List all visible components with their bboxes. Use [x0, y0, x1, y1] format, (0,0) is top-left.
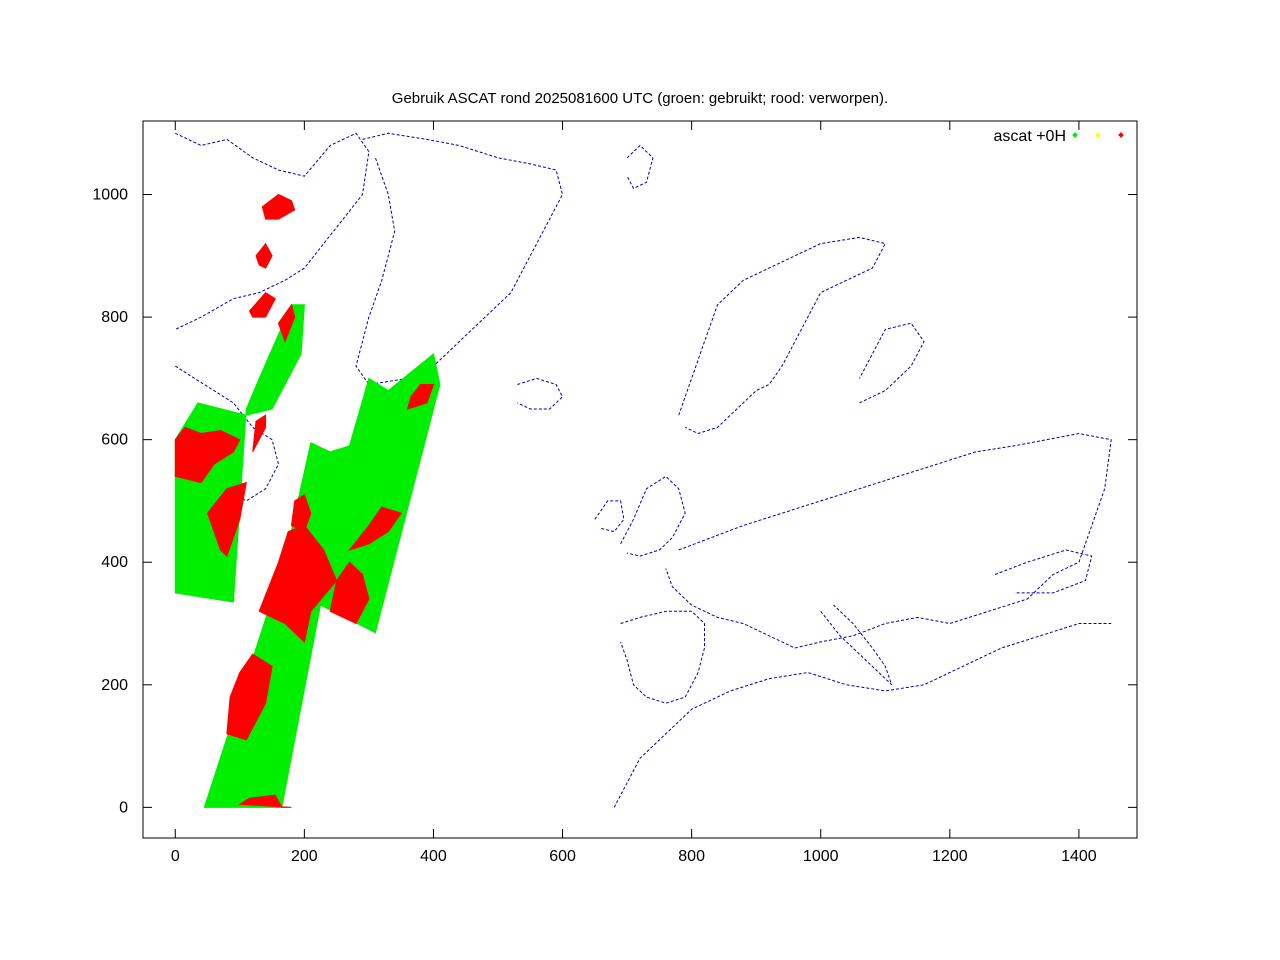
x-tick-label-400: 400: [420, 848, 447, 865]
swath-nw-islands-rejected-1: [255, 242, 273, 269]
swath-west-rejected-1: [206, 481, 247, 557]
legend-marker-1: [1095, 132, 1101, 138]
coastline-layer: [174, 132, 1112, 808]
chart-title: Gebruik ASCAT rond 2025081600 UTC (groen…: [392, 90, 888, 107]
plot-frame: [142, 120, 1138, 839]
x-tick-label-0: 0: [171, 848, 180, 865]
swath-nw-islands-rejected-0: [261, 193, 296, 220]
coastline-black-sea: [994, 549, 1093, 594]
legend-marker-0: [1072, 132, 1078, 138]
y-tick-label-200: 200: [101, 677, 128, 694]
swath-west-rejected-0: [174, 426, 241, 484]
y-tick-label-400: 400: [101, 554, 128, 571]
coastline-italy: [820, 604, 893, 686]
y-tick-label-800: 800: [101, 309, 128, 326]
axes: 0 200 400 600 800 1000 1200 1400 0 200 400 600 800 10…: [92, 120, 1138, 865]
swath-central-rejected-0: [226, 653, 273, 741]
coastline-iberia: [620, 610, 705, 704]
swath-central-rejected-2: [258, 524, 338, 643]
swath-central-rejected-5: [290, 494, 312, 533]
legend: ascat +0H: [994, 128, 1124, 145]
x-tick-label-600: 600: [549, 848, 576, 865]
coastline-british-isles: [620, 475, 686, 557]
legend-marker-2: [1118, 132, 1124, 138]
coastline-ireland: [594, 500, 625, 533]
swath-central-rejected-3: [329, 561, 370, 625]
coastline-labrador: [174, 365, 280, 502]
swath-nw-islands-rejected-2: [248, 291, 276, 318]
swath-west-rejected-2: [252, 414, 267, 453]
x-tick-label-1200: 1200: [932, 848, 968, 865]
x-tick-label-200: 200: [291, 848, 318, 865]
swath-central-rejected-6: [406, 384, 435, 410]
legend-label: ascat +0H: [994, 128, 1066, 145]
x-tick-label-1000: 1000: [803, 848, 839, 865]
coastline-iceland: [517, 377, 564, 410]
coastline-scandinavia: [678, 236, 887, 435]
coastline-svalbard: [626, 144, 654, 190]
coastline-greenland: [355, 132, 564, 386]
coastline-europe-mainland: [665, 432, 1112, 649]
x-tick-label-800: 800: [678, 848, 705, 865]
y-tick-label-0: 0: [119, 799, 128, 816]
observation-layer: [174, 193, 441, 808]
swath-west-rejected-3: [277, 303, 296, 344]
swath-central-rejected-1: [238, 794, 292, 808]
y-tick-label-600: 600: [101, 432, 128, 449]
y-tick-label-1000: 1000: [92, 187, 128, 204]
coastline-canada-arctic: [175, 132, 370, 330]
swath-central-rejected-4: [348, 506, 403, 551]
x-tick-label-1400: 1400: [1061, 848, 1097, 865]
swath-west-used: [174, 304, 305, 603]
